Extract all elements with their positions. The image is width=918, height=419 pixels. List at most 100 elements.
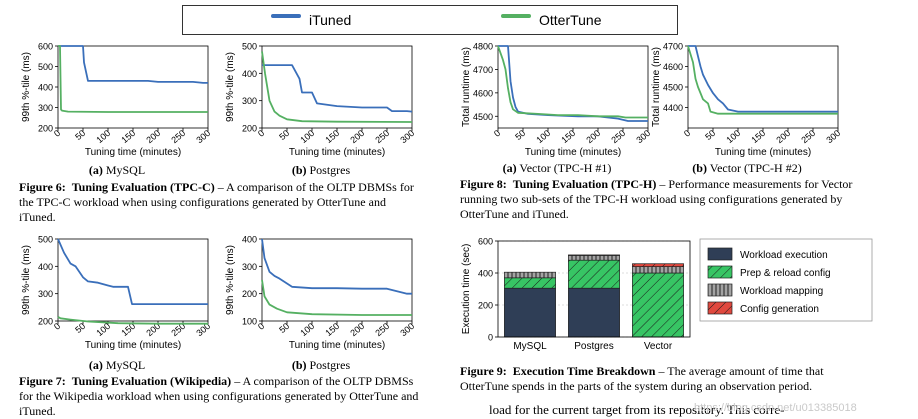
plot-frame [57,45,209,129]
series-line-ituned [261,238,412,295]
x-tick-label: 300 [398,321,416,338]
x-tick-label: 0 [256,321,266,332]
y-tick-label: 4600 [473,88,493,98]
chart-tpcc-postgres: 200 300 400 500 0 50 100 150 200 250 300 Tuning tim… [225,42,416,159]
bar-segment-hatch [632,273,684,337]
y-tick-label: 300 [38,103,53,113]
bar-segment-hatch [632,266,684,273]
x-category-label: Vector [644,341,673,352]
x-tick-label: 0 [682,128,692,139]
watermark: https://blog.csdn.net/u013385018 [694,402,857,414]
y-tick-label: 600 [38,42,53,52]
x-tick-label: 150 [559,128,577,145]
plot-frame [57,238,209,322]
y-tick-label: 4700 [473,65,493,75]
y-axis-label: 99th %-tile (ms) [21,245,32,315]
x-axis-label: Tuning time (minutes) [715,147,811,158]
x-axis-label: Tuning time (minutes) [289,340,385,351]
series-line-ituned [262,64,413,113]
figure9-caption: Figure 9: Execution Time Breakdown – The… [460,364,824,393]
y-axis-label: 99th %-tile (ms) [225,245,236,315]
bar-segment-hatch [504,277,556,289]
series-line-ottertune [261,51,413,123]
y-tick-label: 500 [242,42,257,52]
x-tick-label: 150 [119,128,137,145]
y-tick-label: 200 [38,317,53,327]
x-tick-label: 250 [609,128,627,145]
x-tick-label: 100 [94,128,112,145]
x-tick-label: 100 [534,128,552,145]
bar-segment-hatch [632,263,684,267]
x-tick-label: 250 [799,128,817,145]
y-axis-label: Execution time (sec) [461,244,472,335]
ottertune-legend-swatch [501,14,531,18]
x-axis-label: Tuning time (minutes) [525,147,621,158]
figure8-caption: Figure 8: Tuning Evaluation (TPC-H) – Pe… [460,177,853,221]
x-tick-label: 200 [774,128,792,145]
bar-segment-hatch [568,255,620,261]
y-tick-label: 300 [242,262,257,272]
y-tick-label: 300 [38,289,53,299]
plot-frame [497,240,691,338]
y-tick-label: 400 [38,262,53,272]
y-tick-label: 400 [38,83,53,93]
plot-frame [687,45,839,129]
x-tick-label: 300 [398,128,416,145]
x-tick-label: 250 [169,128,187,145]
y-axis-label: Total runtime (ms) [651,47,662,127]
series-line-ituned [688,45,838,113]
x-tick-label: 50 [73,321,87,335]
x-tick-label: 50 [513,128,527,142]
legend-swatch-hatch [708,302,732,314]
y-tick-label: 200 [242,124,257,134]
plot-frame [261,45,413,129]
x-tick-label: 50 [277,128,291,142]
x-tick-label: 250 [373,321,391,338]
subcaption-tpch2: (b) Vector (TPC-H #2) [692,161,802,175]
legend-swatch-hatch [708,284,732,296]
x-axis-label: Tuning time (minutes) [289,147,385,158]
x-tick-label: 150 [323,128,341,145]
x-tick-label: 250 [373,128,391,145]
y-tick-label: 4800 [473,42,493,52]
y-tick-label: 200 [242,289,257,299]
shared-legend: iTuned OtterTune [182,5,678,35]
x-axis-label: Tuning time (minutes) [85,340,181,351]
x-tick-label: 100 [298,321,316,338]
bar-segment-hatch [568,260,620,289]
y-tick-label: 400 [478,269,493,279]
subcaption-tpcc-postgres: (b) Postgres [291,163,351,177]
subcaption-tpcc-mysql: (a) MySQL [88,163,146,177]
subcaption-tpch1: (a) Vector (TPC-H #1) [502,161,612,175]
y-tick-label: 100 [242,317,257,327]
x-tick-label: 300 [194,128,212,145]
itune-legend-label: iTuned [309,12,352,28]
x-tick-label: 200 [584,128,602,145]
plot-frame [261,238,413,322]
figure6-caption: Figure 6: Tuning Evaluation (TPC-C) – A … [19,180,414,224]
x-tick-label: 0 [492,128,502,139]
y-tick-label: 500 [38,235,53,245]
y-tick-label: 600 [478,237,493,247]
y-tick-label: 200 [38,124,53,134]
y-tick-label: 400 [242,69,257,79]
x-tick-label: 200 [348,128,366,145]
y-axis-label: 99th %-tile (ms) [21,52,32,122]
y-tick-label: 200 [478,301,493,311]
x-category-label: MySQL [513,341,547,352]
ottertune-legend-label: OtterTune [539,12,602,28]
x-tick-label: 0 [52,128,62,139]
y-tick-label: 300 [242,96,257,106]
legend-swatch-hatch [708,266,732,278]
series-line-ituned [498,45,648,122]
x-category-label: Postgres [574,341,613,352]
y-tick-label: 4500 [663,83,683,93]
x-tick-label: 0 [52,321,62,332]
x-axis-label: Tuning time (minutes) [85,147,181,158]
y-tick-label: 4600 [663,62,683,72]
bar-segment [568,287,620,338]
x-tick-label: 200 [348,321,366,338]
figure7-caption: Figure 7: Tuning Evaluation (Wikipedia) … [19,374,419,418]
series-line-ituned [58,45,208,84]
